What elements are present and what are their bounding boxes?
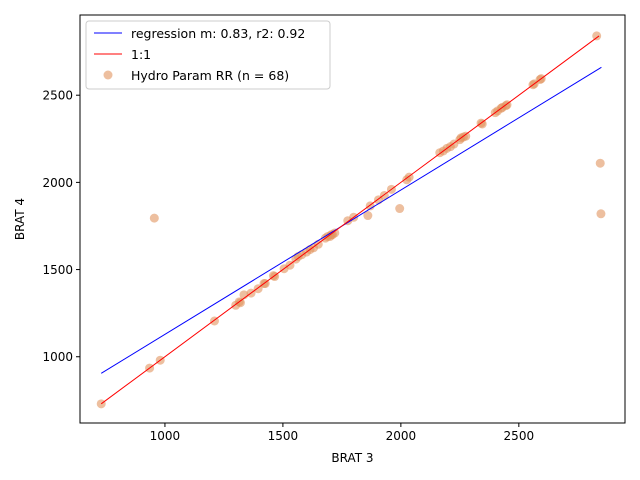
regression-line xyxy=(100,66,602,374)
x-tick-label: 1500 xyxy=(268,429,299,443)
x-tick-label: 2000 xyxy=(386,429,417,443)
scatter-point xyxy=(330,228,340,238)
scatter-point xyxy=(477,119,487,129)
x-tick-label: 1000 xyxy=(150,429,181,443)
legend-identity-label: 1:1 xyxy=(131,47,151,62)
plot-frame xyxy=(79,14,626,424)
scatter-point xyxy=(395,204,405,214)
y-tick-label: 1000 xyxy=(42,350,73,364)
legend-scatter-label: Hydro Param RR (n = 68) xyxy=(131,68,289,83)
scatter-point xyxy=(363,211,373,221)
legend: regression m: 0.83, r2: 0.92 1:1 Hydro P… xyxy=(85,20,331,90)
x-axis-label: BRAT 3 xyxy=(331,451,373,465)
scatter-point xyxy=(592,31,602,41)
y-tick-label: 2000 xyxy=(42,176,73,190)
legend-box xyxy=(85,20,331,90)
scatter-point xyxy=(595,158,605,168)
x-tick-label: 2500 xyxy=(504,429,535,443)
scatter-point xyxy=(596,209,606,219)
scatter-point xyxy=(235,298,245,308)
scatter-point xyxy=(461,131,471,141)
legend-scatter-swatch xyxy=(103,70,113,80)
legend-regression-label: regression m: 0.83, r2: 0.92 xyxy=(131,26,305,41)
y-tick-label: 1500 xyxy=(42,263,73,277)
fit-lines xyxy=(100,35,602,405)
y-axis-ticks: 1000 1500 2000 2500 xyxy=(42,89,80,364)
scatter-point xyxy=(149,213,159,223)
y-axis-label: BRAT 4 xyxy=(13,198,27,240)
x-axis-ticks: 1000 1500 2000 2500 xyxy=(150,423,534,443)
y-tick-label: 2500 xyxy=(42,89,73,103)
identity-line xyxy=(100,35,600,405)
